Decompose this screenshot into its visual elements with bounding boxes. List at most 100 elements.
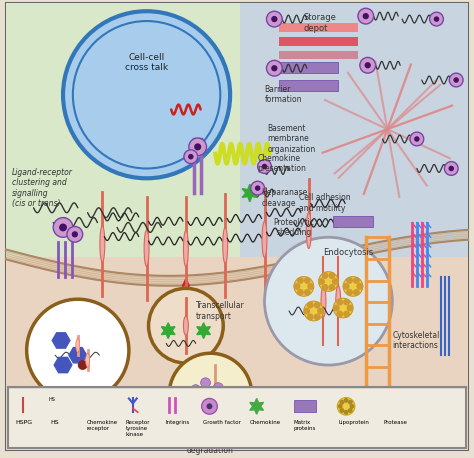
Circle shape <box>271 65 277 71</box>
Text: Endocytosis: Endocytosis <box>323 247 374 256</box>
Circle shape <box>321 284 328 291</box>
Circle shape <box>344 398 348 403</box>
Circle shape <box>304 289 311 296</box>
Circle shape <box>148 289 223 363</box>
Circle shape <box>194 143 201 150</box>
Circle shape <box>184 150 198 164</box>
Ellipse shape <box>223 228 228 263</box>
Circle shape <box>314 314 320 321</box>
Circle shape <box>328 272 335 279</box>
Circle shape <box>333 305 340 311</box>
Text: Storage
depot: Storage depot <box>304 13 337 33</box>
Circle shape <box>434 16 439 22</box>
Bar <box>279 50 358 60</box>
Circle shape <box>169 353 252 436</box>
Circle shape <box>258 160 272 174</box>
Circle shape <box>304 301 323 321</box>
Polygon shape <box>242 184 257 202</box>
Circle shape <box>449 73 463 87</box>
Circle shape <box>264 237 392 365</box>
Circle shape <box>72 231 78 237</box>
Ellipse shape <box>336 286 341 316</box>
Circle shape <box>328 284 335 291</box>
Circle shape <box>213 383 223 393</box>
Circle shape <box>220 390 230 399</box>
Text: Chemokine
presentation: Chemokine presentation <box>258 154 307 173</box>
Circle shape <box>343 277 363 296</box>
Circle shape <box>223 398 233 407</box>
Circle shape <box>318 278 325 285</box>
Circle shape <box>336 299 343 305</box>
Circle shape <box>346 305 354 311</box>
Ellipse shape <box>76 338 80 352</box>
Circle shape <box>321 272 328 279</box>
Circle shape <box>348 400 353 404</box>
Circle shape <box>414 136 419 142</box>
Circle shape <box>332 278 339 285</box>
Circle shape <box>266 60 282 76</box>
Bar <box>279 37 358 46</box>
Circle shape <box>255 185 260 191</box>
Ellipse shape <box>213 384 218 405</box>
Circle shape <box>363 13 369 19</box>
Text: Cytoskeletal
interactions: Cytoskeletal interactions <box>392 331 440 350</box>
Circle shape <box>336 311 343 317</box>
Circle shape <box>429 12 443 26</box>
Circle shape <box>294 277 314 296</box>
Circle shape <box>339 408 345 413</box>
Circle shape <box>346 289 353 296</box>
Text: Integrins: Integrins <box>165 420 190 425</box>
Circle shape <box>59 224 67 231</box>
Circle shape <box>317 307 324 315</box>
Circle shape <box>78 360 88 370</box>
Text: HSPG: HSPG <box>16 420 33 425</box>
Circle shape <box>333 298 353 318</box>
Ellipse shape <box>262 221 267 257</box>
Circle shape <box>297 277 304 284</box>
Ellipse shape <box>183 230 188 267</box>
Polygon shape <box>52 333 70 348</box>
Circle shape <box>338 404 343 409</box>
Text: HS: HS <box>48 398 55 403</box>
Circle shape <box>445 162 458 175</box>
Text: Heparanase
cleavage: Heparanase cleavage <box>262 188 308 207</box>
Ellipse shape <box>306 213 311 249</box>
Circle shape <box>343 311 350 317</box>
Ellipse shape <box>144 230 149 267</box>
Text: Cell adhesion
and motility: Cell adhesion and motility <box>299 193 351 213</box>
Circle shape <box>262 164 267 169</box>
Circle shape <box>307 314 314 321</box>
Circle shape <box>343 283 349 290</box>
Circle shape <box>266 11 282 27</box>
Circle shape <box>210 399 220 409</box>
Circle shape <box>358 8 374 24</box>
Polygon shape <box>6 3 240 257</box>
Circle shape <box>27 299 129 401</box>
Circle shape <box>293 283 301 290</box>
Circle shape <box>67 226 82 242</box>
Circle shape <box>314 301 320 309</box>
Circle shape <box>251 181 264 195</box>
Circle shape <box>344 410 348 414</box>
Text: HS: HS <box>50 420 59 425</box>
Circle shape <box>448 166 454 171</box>
FancyBboxPatch shape <box>6 3 468 450</box>
Circle shape <box>207 403 212 409</box>
Text: Growth factor: Growth factor <box>202 420 240 425</box>
Circle shape <box>189 138 207 156</box>
Circle shape <box>53 218 73 237</box>
Bar <box>294 400 316 412</box>
Text: Secretory
granules: Secretory granules <box>59 403 96 422</box>
Text: Transcellular
transport: Transcellular transport <box>196 301 245 321</box>
Polygon shape <box>69 348 87 363</box>
Text: Chemokine: Chemokine <box>250 420 281 425</box>
Text: Lysosomal
degradation: Lysosomal degradation <box>187 436 234 455</box>
Polygon shape <box>240 3 468 257</box>
Bar <box>279 23 358 32</box>
Text: Protease: Protease <box>383 420 407 425</box>
Circle shape <box>188 154 193 159</box>
Circle shape <box>348 408 353 413</box>
Text: Matrix
proteins: Matrix proteins <box>293 420 315 431</box>
Text: Ligand-receptor
clustering and
signalling
(cis or trans): Ligand-receptor clustering and signallin… <box>12 168 73 208</box>
Polygon shape <box>54 357 72 373</box>
